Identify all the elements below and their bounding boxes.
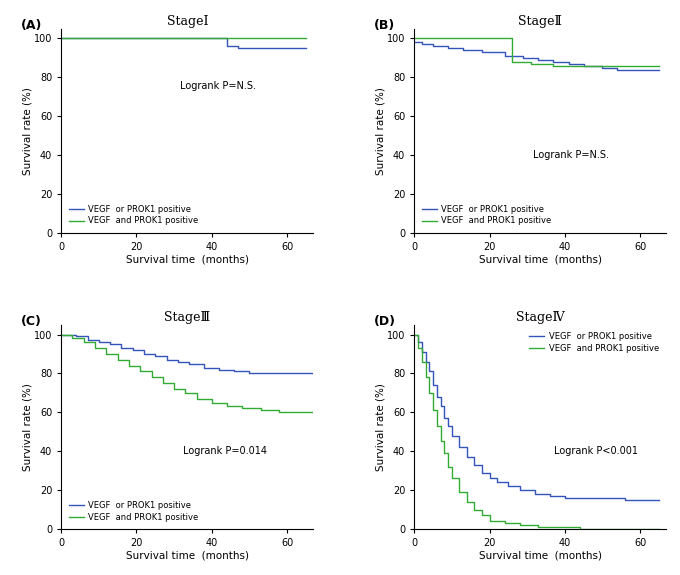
Text: (A): (A) bbox=[21, 18, 42, 32]
Title: StageⅠ: StageⅠ bbox=[167, 14, 208, 28]
Text: (D): (D) bbox=[374, 315, 396, 328]
Legend: VEGF  or PROK1 positive, VEGF  and PROK1 positive: VEGF or PROK1 positive, VEGF and PROK1 p… bbox=[65, 498, 201, 525]
Text: Logrank P=0.014: Logrank P=0.014 bbox=[183, 446, 267, 457]
Y-axis label: Survival rate (%): Survival rate (%) bbox=[22, 383, 33, 471]
Text: Logrank P<0.001: Logrank P<0.001 bbox=[554, 446, 638, 457]
Y-axis label: Survival rate (%): Survival rate (%) bbox=[22, 87, 33, 175]
X-axis label: Survival time  (months): Survival time (months) bbox=[479, 551, 602, 561]
Title: StageⅢ: StageⅢ bbox=[165, 310, 210, 324]
Y-axis label: Survival rate (%): Survival rate (%) bbox=[375, 383, 386, 471]
Text: Logrank P=N.S.: Logrank P=N.S. bbox=[532, 150, 609, 160]
Y-axis label: Survival rate (%): Survival rate (%) bbox=[375, 87, 386, 175]
Text: (B): (B) bbox=[374, 18, 395, 32]
X-axis label: Survival time  (months): Survival time (months) bbox=[126, 551, 249, 561]
Text: Logrank P=N.S.: Logrank P=N.S. bbox=[180, 81, 256, 91]
X-axis label: Survival time  (months): Survival time (months) bbox=[126, 255, 249, 264]
Title: StageⅡ: StageⅡ bbox=[518, 14, 562, 28]
Legend: VEGF  or PROK1 positive, VEGF  and PROK1 positive: VEGF or PROK1 positive, VEGF and PROK1 p… bbox=[526, 329, 662, 356]
Title: StageⅣ: StageⅣ bbox=[516, 310, 564, 324]
Legend: VEGF  or PROK1 positive, VEGF  and PROK1 positive: VEGF or PROK1 positive, VEGF and PROK1 p… bbox=[65, 202, 201, 229]
Text: (C): (C) bbox=[21, 315, 41, 328]
X-axis label: Survival time  (months): Survival time (months) bbox=[479, 255, 602, 264]
Legend: VEGF  or PROK1 positive, VEGF  and PROK1 positive: VEGF or PROK1 positive, VEGF and PROK1 p… bbox=[418, 202, 554, 229]
